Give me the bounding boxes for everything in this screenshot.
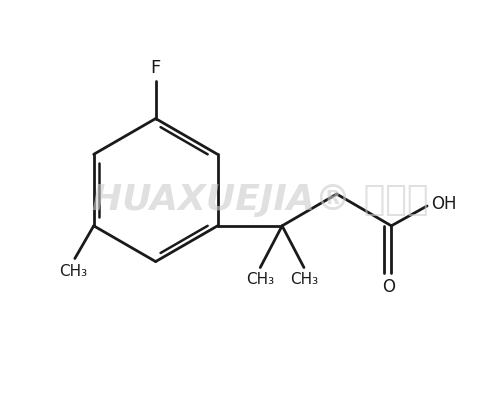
Text: CH₃: CH₃	[246, 272, 274, 288]
Text: O: O	[382, 278, 395, 296]
Text: CH₃: CH₃	[290, 272, 318, 288]
Text: CH₃: CH₃	[59, 264, 87, 280]
Text: OH: OH	[431, 195, 456, 213]
Text: F: F	[151, 59, 161, 77]
Text: HUAXUEJIA® 化学加: HUAXUEJIA® 化学加	[92, 183, 428, 217]
